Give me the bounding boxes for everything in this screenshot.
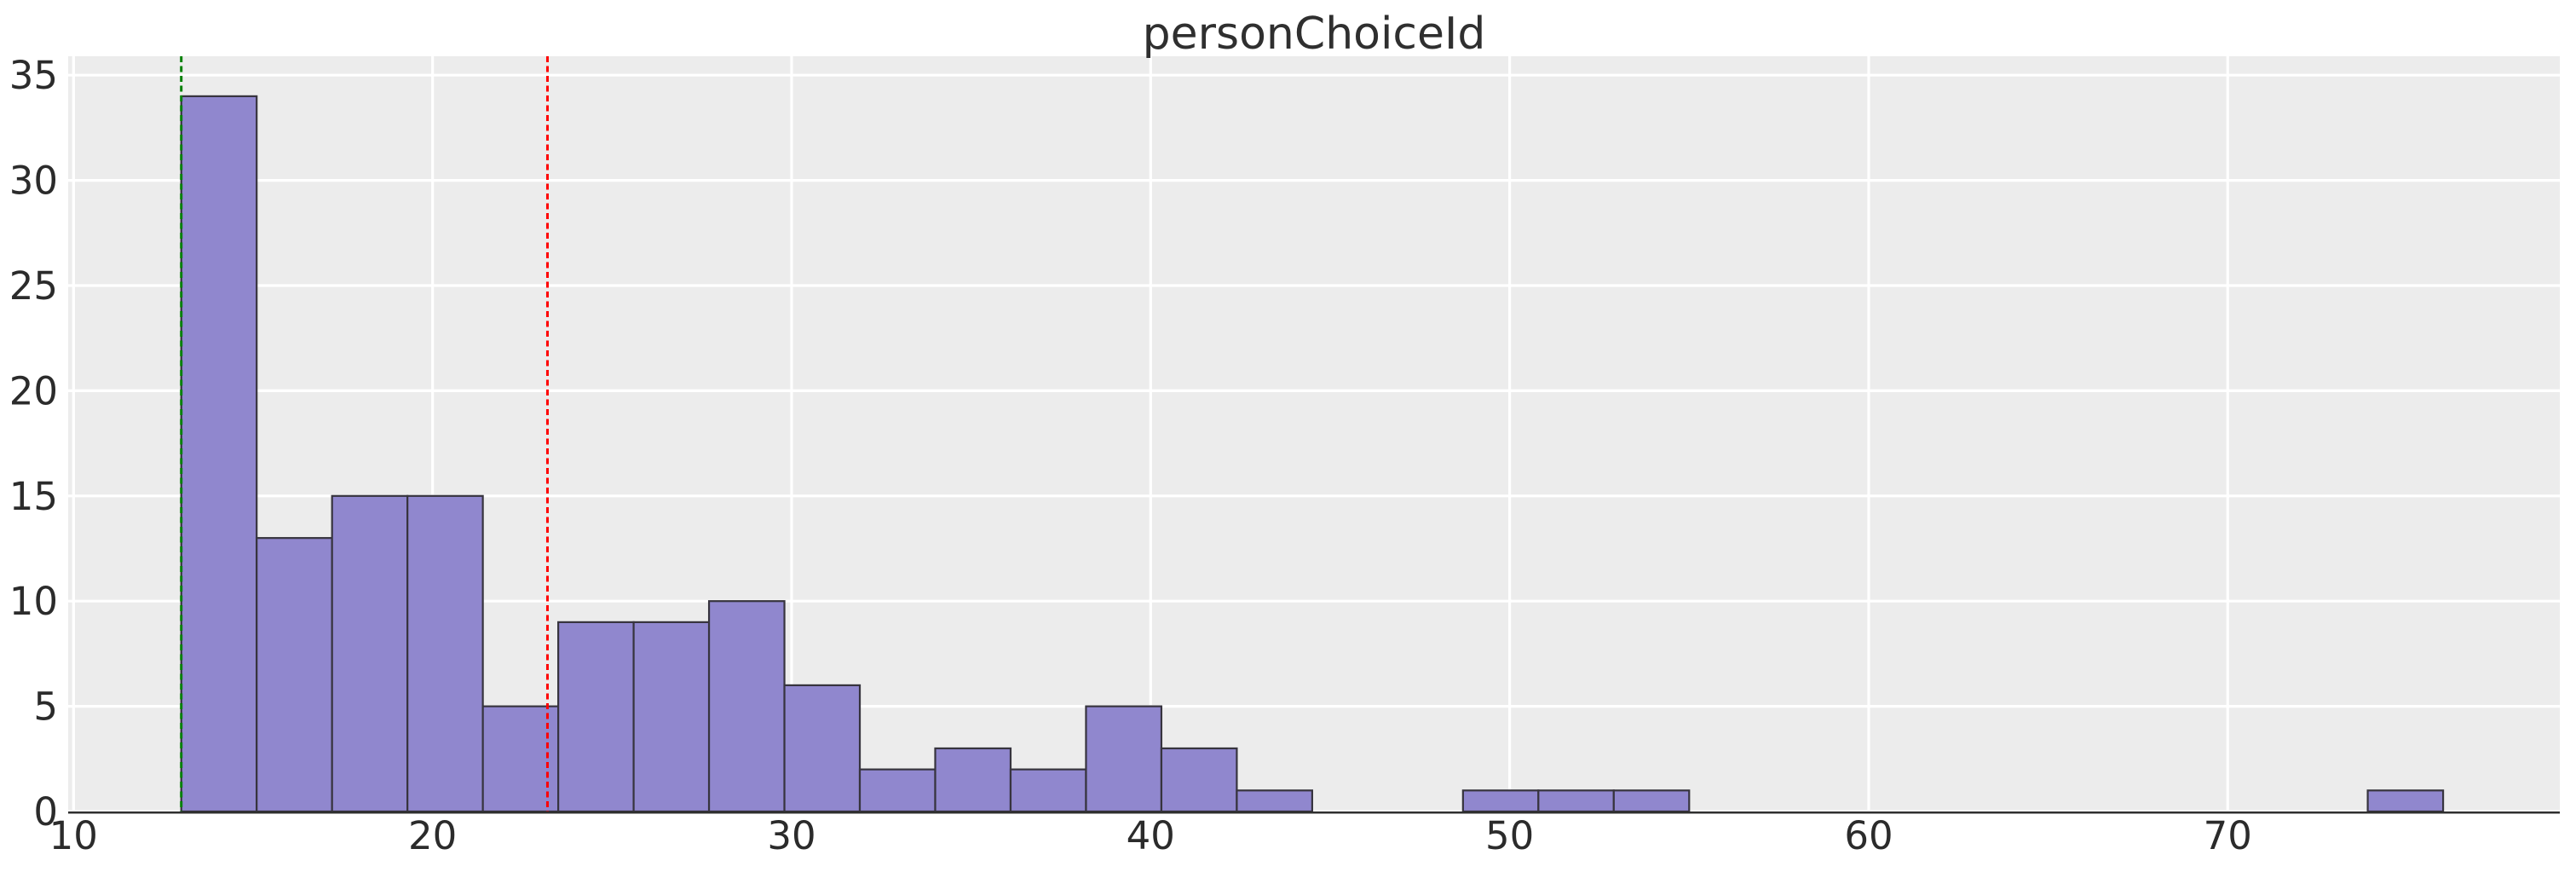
y-tick-label: 5	[33, 684, 58, 730]
histogram-bar	[2366, 789, 2445, 813]
histogram-bar	[1461, 789, 1540, 813]
histogram-bar	[331, 494, 409, 813]
bars-layer	[180, 95, 2445, 813]
y-tick-label: 20	[9, 368, 58, 413]
y-tick-label: 0	[33, 789, 58, 834]
histogram-bar	[557, 621, 635, 813]
x-tick-label: 20	[408, 813, 457, 858]
histogram-bar	[180, 95, 258, 813]
y-tick-label: 25	[9, 263, 58, 309]
histogram-bar	[1160, 747, 1238, 813]
histogram-bar	[1009, 768, 1087, 813]
y-tick-label: 10	[9, 579, 58, 624]
x-tick-label: 40	[1127, 813, 1175, 858]
chart-title: personChoiceId	[1143, 9, 1486, 60]
histogram-bar	[858, 768, 936, 813]
histogram-bar	[1537, 789, 1615, 813]
x-tick-label: 70	[2204, 813, 2252, 858]
histogram-bar	[406, 494, 484, 813]
x-tick-label: 30	[767, 813, 815, 858]
y-tick-label: 35	[9, 53, 58, 98]
histogram-bar	[707, 600, 786, 813]
tick-labels-layer: 10 20 30 40 50 60 70 0 5 10 15 20 25 30 35	[9, 53, 2252, 858]
histogram-bar	[1085, 705, 1163, 813]
histogram-bar	[632, 621, 711, 813]
x-tick-label: 60	[1844, 813, 1893, 858]
y-tick-label: 15	[9, 474, 58, 519]
x-tick-label: 50	[1485, 813, 1534, 858]
histogram-bar	[1236, 789, 1313, 813]
y-tick-label: 30	[9, 159, 58, 204]
histogram-bar	[783, 684, 862, 813]
histogram-bar	[934, 747, 1012, 813]
x-tick-label: 10	[49, 813, 98, 858]
histogram-bar	[256, 537, 333, 813]
marker-lines-layer	[180, 56, 549, 811]
histogram-bar	[1612, 789, 1691, 813]
